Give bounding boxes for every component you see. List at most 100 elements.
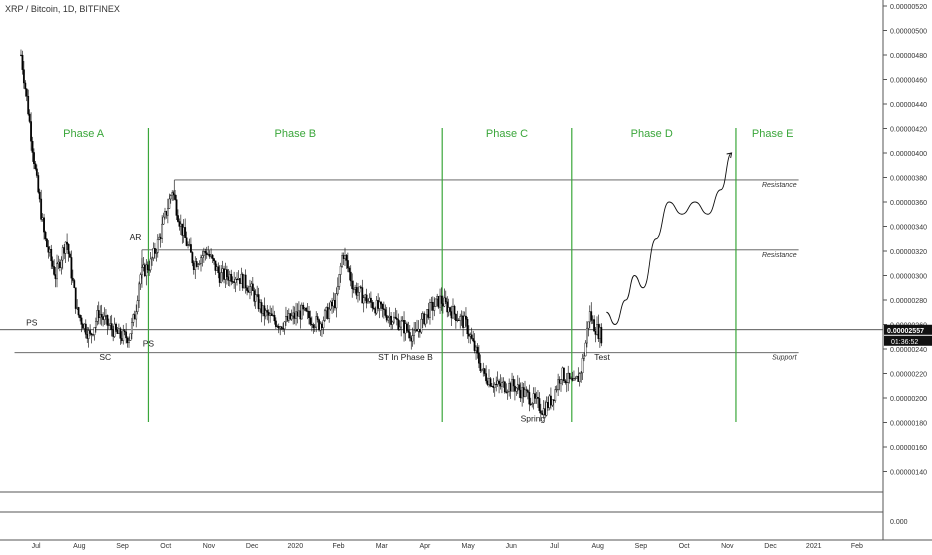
candle-up (463, 315, 466, 328)
candle-down (390, 315, 392, 325)
x-tick-label: Jun (506, 543, 517, 550)
candle-up (202, 250, 205, 256)
candle-up (339, 265, 342, 275)
candle-up (496, 380, 499, 385)
candle-down (406, 323, 408, 331)
annotation-label: Spring (521, 413, 546, 423)
candle-down (547, 402, 549, 408)
y-tick-label: 0.00000320 (890, 249, 927, 256)
candle-up (508, 383, 511, 392)
candle-down (177, 215, 179, 222)
x-tick-label: Dec (764, 543, 777, 550)
annotation-label: PS (143, 339, 155, 349)
candle-down (380, 301, 382, 305)
candle-up (387, 317, 390, 321)
candle-down (558, 379, 561, 384)
candle-down (31, 141, 34, 153)
candle-up (182, 227, 185, 236)
candle-down (355, 287, 358, 296)
candle-up (166, 208, 169, 216)
candle-down (172, 192, 175, 196)
candle-down (80, 317, 83, 325)
candle-up (162, 216, 165, 225)
candle-down (51, 260, 54, 267)
candle-down (53, 266, 56, 275)
y-tick-label: 0.00000360 (890, 200, 927, 207)
phase-label: Phase C (486, 128, 528, 140)
candle-up (531, 403, 534, 406)
candle-down (597, 324, 600, 339)
candle-down (204, 250, 207, 254)
candle-down (185, 237, 188, 246)
candle-down (346, 260, 349, 269)
candle-down (537, 396, 539, 399)
candle-down (116, 329, 119, 334)
candle-down (454, 313, 457, 321)
candle-down (345, 255, 348, 261)
candle-up (298, 310, 300, 317)
candle-down (205, 252, 208, 255)
candle-up (364, 294, 367, 298)
candle-down (223, 268, 225, 280)
candle-down (299, 310, 302, 320)
candle-up (460, 315, 463, 317)
projection-arrowhead (726, 152, 733, 159)
candle-down (246, 287, 248, 291)
candle-down (133, 314, 136, 320)
candle-down (74, 287, 77, 309)
candle-up (433, 306, 436, 311)
x-tick-label: Aug (591, 543, 604, 550)
candle-down (24, 82, 27, 90)
candle-up (325, 307, 328, 312)
candle-up (300, 304, 303, 320)
candle-down (483, 368, 486, 374)
candle-up (506, 391, 509, 393)
candle-down (384, 309, 387, 316)
candle-up (141, 267, 143, 275)
candle-down (457, 319, 460, 321)
phase-label: Phase E (752, 128, 794, 140)
x-tick-label: Nov (721, 543, 734, 550)
candle-up (287, 313, 290, 321)
candle-up (482, 368, 485, 370)
x-tick-label: Aug (73, 543, 86, 550)
candle-up (249, 286, 251, 293)
candle-up (201, 255, 204, 258)
candle-down (192, 262, 195, 270)
candle-down (410, 337, 413, 342)
x-tick-label: Jul (550, 543, 559, 550)
candle-down (309, 317, 312, 325)
y-tick-label: 0.00000440 (890, 102, 927, 109)
candle-down (577, 375, 580, 382)
candle-down (120, 338, 123, 341)
candle-up (155, 252, 158, 254)
candle-up (83, 323, 86, 329)
candle-down (499, 383, 502, 387)
secondary-axis-label: 0.000 (890, 519, 908, 526)
candle-down (310, 324, 313, 326)
candle-up (221, 268, 224, 273)
candle-down (40, 198, 43, 220)
candle-up (207, 254, 210, 256)
candle-down (489, 378, 492, 387)
candle-down (71, 277, 74, 281)
candle-up (161, 223, 164, 239)
candle-down (44, 231, 47, 240)
candle-up (152, 248, 155, 259)
candle-up (145, 264, 148, 277)
candle-up (573, 378, 575, 381)
candle-down (562, 367, 565, 382)
candle-up (188, 244, 191, 246)
candle-up (501, 382, 503, 387)
candle-down (478, 353, 480, 364)
candle-down (47, 246, 50, 253)
candle-up (411, 335, 414, 342)
candle-up (578, 373, 581, 382)
candle-up (103, 315, 106, 320)
annotation-label: AR (130, 232, 142, 242)
candle-up (548, 395, 551, 408)
candle-up (41, 217, 44, 220)
candle-up (584, 342, 587, 357)
